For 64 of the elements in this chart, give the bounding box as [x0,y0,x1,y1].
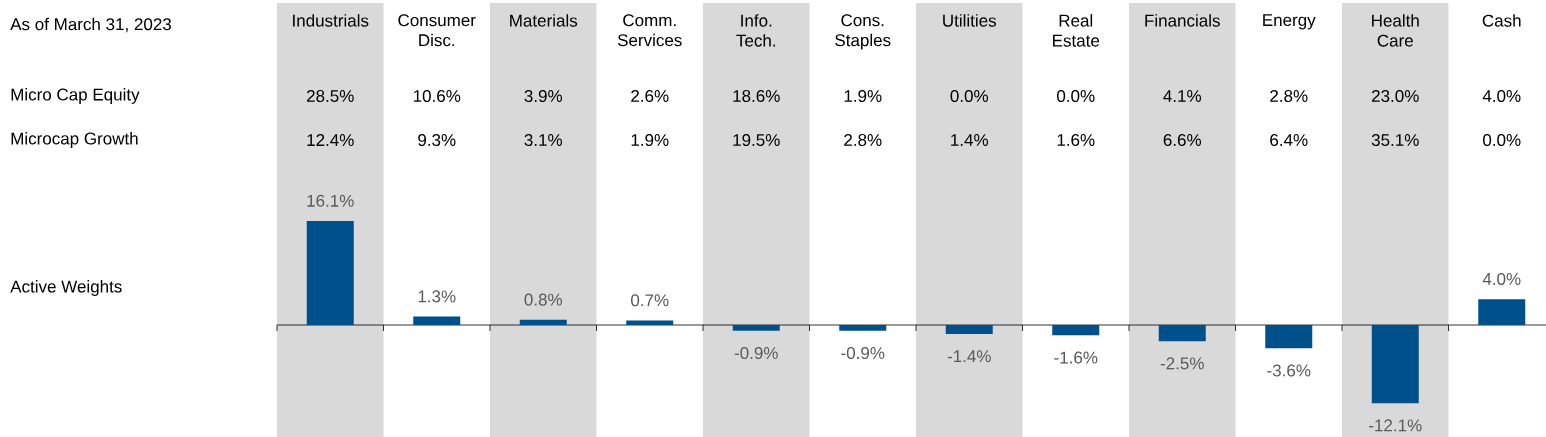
text: 1.9% [844,89,882,103]
bar [306,220,354,325]
text: 0.0% [1057,89,1095,103]
x-tick-label: Utilities [943,14,997,27]
data-label: -1.4% [947,350,991,363]
x-tick-label: Industrials [293,14,369,27]
data-label: 1.3% [418,290,456,303]
text: 4.1% [1163,90,1202,102]
bar [1052,325,1100,336]
data-label: 16.1% [307,194,354,207]
text: 23.0% [1372,89,1419,103]
text: Active Weights [10,280,122,296]
text: 10.6% [413,89,461,103]
bar [1478,299,1526,325]
bar [519,319,567,325]
bar [1265,325,1313,349]
bar [1158,325,1206,342]
x-tick-label: Health Care [1372,14,1419,47]
text: 0.0% [950,89,989,103]
text: 18.6% [733,89,780,103]
bar [945,325,993,335]
data-label: 0.7% [631,294,669,307]
data-label: 0.8% [524,293,563,306]
text: As of March 31, 2023 [10,17,172,33]
bar [1371,325,1419,404]
bar [732,325,780,331]
x-tick-label: Consumer Disc. [398,14,476,47]
x-tick-label: Cash [1482,14,1521,27]
text: 6.4% [1270,133,1308,147]
text: 9.3% [418,133,456,147]
text: 28.5% [307,89,354,103]
x-tick-label: Real Estate [1053,14,1100,47]
data-label: -2.5% [1160,357,1204,370]
text: 6.6% [1163,133,1202,147]
text: 19.5% [733,133,780,147]
text: 2.8% [1270,89,1308,103]
text: 2.6% [631,89,669,103]
x-tick-label: Financials [1145,14,1220,27]
x-tick-label: Cons. Staples [835,14,891,50]
data-label: -3.6% [1267,364,1311,377]
text: 3.9% [524,89,563,103]
data-label: -0.9% [841,347,885,360]
category-label: Micro Cap Equity [11,88,140,104]
text: 2.8% [844,133,882,147]
text: 35.1% [1371,133,1419,147]
x-tick-label: Comm. Services [617,14,682,47]
data-label: -1.6% [1054,351,1098,364]
bar [839,325,887,331]
data-label: -0.9% [734,347,778,360]
x-tick-label: Materials [510,14,578,27]
data-label: -12.1% [1369,419,1422,432]
x-tick-label: Energy [1263,14,1316,30]
text: 1.4% [951,134,989,146]
text: 3.1% [524,133,563,147]
x-tick-label: Info. Tech. [736,14,776,47]
text: 12.4% [307,134,354,146]
bar [413,316,461,325]
text: 0.0% [1483,133,1521,147]
category-label: Microcap Growth [11,132,138,148]
text: 1.9% [631,133,669,147]
bar [626,320,674,325]
data-label: 4.0% [1482,272,1521,285]
text: 1.6% [1057,133,1095,147]
text: 4.0% [1482,89,1521,103]
